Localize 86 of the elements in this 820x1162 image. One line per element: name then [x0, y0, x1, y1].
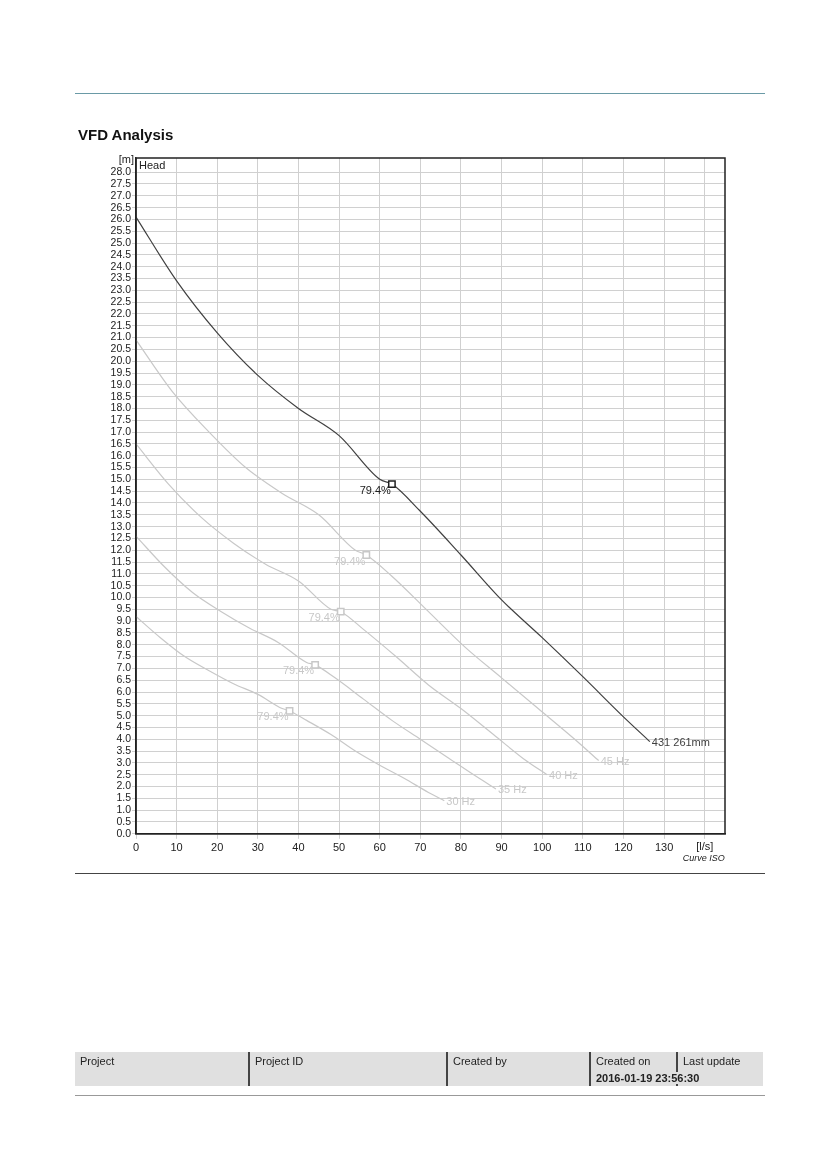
- x-tick-label: 130: [654, 841, 674, 854]
- y-tick-label: 23.0: [110, 283, 132, 296]
- y-tick-label: 1.5: [116, 791, 132, 804]
- y-tick-label: 13.5: [110, 507, 132, 520]
- y-tick-label: 16.5: [110, 436, 132, 449]
- y-tick-label: 15.0: [110, 472, 132, 485]
- x-tick-label: 60: [373, 841, 386, 854]
- x-tick-label: 20: [211, 841, 224, 854]
- y-tick-label: 9.0: [116, 614, 132, 627]
- y-tick-label: 1.0: [116, 803, 132, 816]
- y-tick-label: 0.0: [116, 826, 132, 839]
- y-tick-label: 5.5: [116, 696, 132, 709]
- y-tick-label: 22.0: [110, 306, 132, 319]
- y-tick-label: 14.5: [110, 484, 132, 497]
- y-tick-label: 7.0: [116, 661, 132, 674]
- text: Created on: [596, 1055, 651, 1067]
- y-tick-label: 17.5: [110, 413, 132, 426]
- y-tick-label: 27.5: [110, 176, 132, 189]
- chart-title: VFD Analysis: [78, 126, 174, 143]
- line-series: [136, 216, 651, 743]
- text: 2016-01-19 23:56:30: [596, 1072, 700, 1084]
- x-tick-label: 90: [495, 841, 508, 854]
- x-tick-label: 0: [132, 841, 140, 854]
- y-tick-label: 26.0: [110, 212, 132, 225]
- y-tick-label: 20.0: [110, 354, 132, 367]
- y-tick-label: 6.5: [116, 673, 132, 686]
- y-tick-label: 25.5: [110, 224, 132, 237]
- y-tick-label: 26.5: [110, 200, 132, 213]
- y-tick-label: 3.5: [116, 743, 132, 756]
- y-tick-label: 8.5: [116, 625, 132, 638]
- y-tick-label: 4.0: [116, 732, 132, 745]
- x-tick-label: 50: [332, 841, 346, 854]
- y-tick-label: 25.0: [110, 235, 132, 248]
- x-tick-label: 30: [251, 841, 264, 854]
- x-tick-label: 80: [454, 841, 468, 854]
- y-axis-title: [m]: [118, 153, 134, 166]
- text: Created by: [446, 1052, 512, 1086]
- y-tick-label: 10.5: [110, 578, 132, 591]
- x-tick-label: 100: [533, 841, 552, 854]
- y-tick-label: 4.5: [116, 720, 132, 733]
- y-tick-label: 12.5: [110, 531, 132, 544]
- y-tick-label: 23.5: [110, 271, 132, 284]
- y-tick-label: 21.5: [110, 318, 132, 331]
- y-tick-label: 18.0: [110, 401, 132, 414]
- y-tick-label: 17.0: [110, 424, 132, 437]
- y-tick-label: 14.0: [110, 495, 132, 508]
- point: [362, 551, 371, 559]
- y-tick-label: 22.5: [110, 295, 132, 308]
- text: Project: [79, 1054, 116, 1069]
- y-tick-label: 20.5: [110, 342, 132, 355]
- x-axis-title: [l/s]: [696, 840, 714, 853]
- y-tick-label: 9.5: [116, 602, 132, 615]
- series-label: 431 261mm: [651, 735, 710, 748]
- y-tick-label: 0.5: [116, 814, 132, 827]
- y-tick-label: 10.0: [110, 590, 132, 603]
- y-tick-label: 24.0: [110, 259, 132, 272]
- y-tick-label: 27.0: [110, 188, 132, 201]
- y-tick-label: 15.5: [110, 460, 132, 473]
- y-tick-label: 2.0: [116, 779, 132, 792]
- y-tick-label: 16.0: [110, 448, 132, 461]
- y-tick-label: 19.0: [110, 377, 132, 390]
- x-tick-label: 10: [170, 841, 183, 854]
- x-tick-label: 40: [292, 841, 305, 854]
- y-tick-label: 21.0: [110, 330, 132, 343]
- y-tick-label: 3.0: [116, 755, 132, 768]
- y-tick-label: 24.5: [110, 247, 132, 260]
- text: Last update: [683, 1055, 741, 1067]
- y-tick-label: 11.0: [111, 566, 132, 579]
- x-tick-label: 70: [414, 841, 427, 854]
- y-tick-label: 11.5: [111, 554, 132, 567]
- y-tick-label: 13.0: [110, 519, 132, 532]
- y-tick-label: 19.5: [110, 365, 132, 378]
- y-tick-label: 5.0: [116, 708, 132, 721]
- y-tick-label: 12.0: [110, 543, 132, 556]
- annotation: 79.4%: [359, 483, 392, 496]
- text: Curve ISO: [682, 852, 725, 863]
- y-tick-label: 2.5: [116, 767, 132, 780]
- y-tick-label: 6.0: [116, 684, 132, 697]
- y-tick-label: 28.0: [110, 165, 132, 178]
- y-tick-label: 7.5: [116, 649, 132, 662]
- y-tick-label: 8.0: [116, 637, 132, 650]
- x-tick-label: 120: [614, 841, 633, 854]
- y-tick-label: 18.5: [110, 389, 132, 402]
- x-tick-label: 110: [574, 841, 592, 854]
- annotation: Head: [139, 159, 166, 172]
- text: Project ID: [248, 1052, 309, 1086]
